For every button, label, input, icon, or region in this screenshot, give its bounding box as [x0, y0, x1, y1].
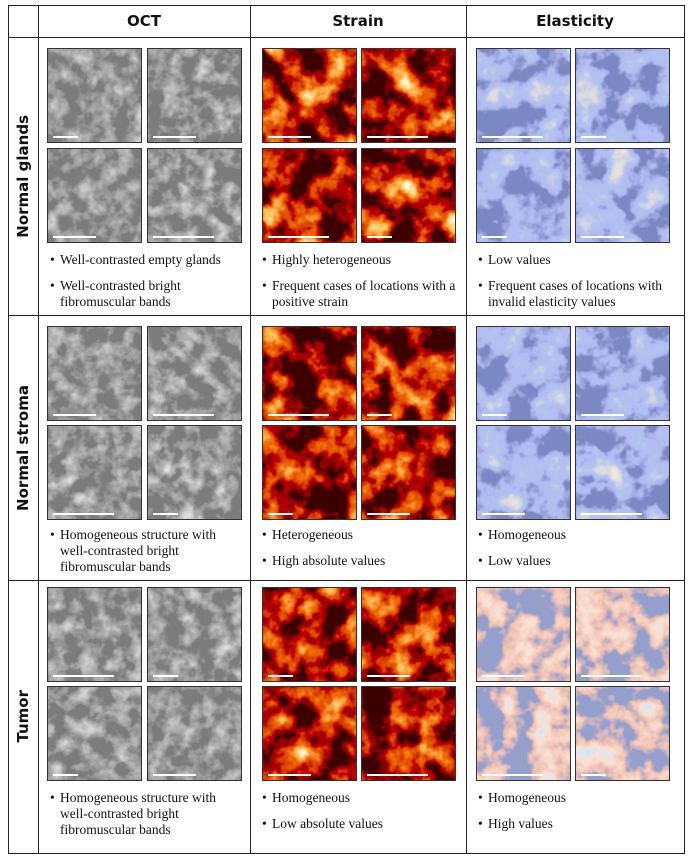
bullet-item: Homogeneous structure with well-contrast…	[50, 527, 240, 575]
bullet-list: Heterogeneous High absolute values	[262, 527, 456, 579]
row-label: Normal glands	[8, 37, 38, 315]
bullet-list: Homogeneous structure with well-contrast…	[50, 790, 240, 848]
table-border	[466, 5, 467, 854]
elasticity-map	[476, 148, 571, 243]
bullet-item: Frequent cases of locations with a posit…	[262, 278, 456, 310]
row-label: Normal stroma	[8, 315, 38, 580]
bullet-item: High values	[478, 816, 674, 832]
row-label-text: Normal glands	[14, 114, 32, 238]
elasticity-map	[575, 686, 670, 781]
strain-map	[262, 48, 357, 143]
oct-image	[47, 686, 142, 781]
bullet-list: Well-contrasted empty glands Well-contras…	[50, 252, 240, 320]
bullet-list: Homogeneous Low values	[478, 527, 674, 579]
oct-image	[47, 425, 142, 520]
strain-map	[361, 48, 456, 143]
table-border	[8, 5, 685, 6]
column-header: Elasticity	[536, 12, 614, 30]
elasticity-map	[575, 587, 670, 682]
row-label-text: Tumor	[14, 690, 32, 743]
bullet-item: Homogeneous	[478, 790, 674, 806]
oct-image	[47, 148, 142, 243]
column-header: OCT	[127, 12, 161, 30]
elasticity-map	[476, 425, 571, 520]
strain-map	[361, 425, 456, 520]
bullet-item: Low absolute values	[262, 816, 456, 832]
strain-map	[361, 686, 456, 781]
oct-image	[147, 587, 242, 682]
elasticity-map	[575, 148, 670, 243]
elasticity-map	[575, 326, 670, 421]
table-border	[8, 37, 685, 38]
strain-map	[361, 148, 456, 243]
table-border	[250, 5, 251, 854]
oct-image	[47, 48, 142, 143]
table-border	[38, 5, 39, 854]
oct-image	[147, 425, 242, 520]
strain-map	[262, 587, 357, 682]
bullet-item: Frequent cases of locations with invalid…	[478, 278, 674, 310]
bullet-item: Well-contrasted bright fibromuscular ban…	[50, 278, 240, 310]
elasticity-map	[476, 48, 571, 143]
oct-image	[147, 686, 242, 781]
strain-map	[361, 587, 456, 682]
table-border	[684, 5, 685, 854]
oct-image	[47, 326, 142, 421]
elasticity-map	[575, 425, 670, 520]
elasticity-map	[476, 587, 571, 682]
oct-image	[47, 587, 142, 682]
bullet-list: Low values Frequent cases of locations wi…	[478, 252, 674, 320]
oct-image	[147, 326, 242, 421]
oct-image	[147, 148, 242, 243]
strain-map	[262, 148, 357, 243]
strain-map	[262, 425, 357, 520]
bullet-list: Homogeneous Low absolute values	[262, 790, 456, 842]
bullet-item: Well-contrasted empty glands	[50, 252, 240, 268]
bullet-item: Highly heterogeneous	[262, 252, 456, 268]
bullet-item: High absolute values	[262, 553, 456, 569]
bullet-item: Heterogeneous	[262, 527, 456, 543]
elasticity-map	[476, 326, 571, 421]
elasticity-map	[575, 48, 670, 143]
column-header: Strain	[332, 12, 384, 30]
table-border	[8, 5, 9, 854]
strain-map	[262, 686, 357, 781]
strain-map	[262, 326, 357, 421]
bullet-list: Highly heterogeneous Frequent cases of lo…	[262, 252, 456, 320]
bullet-item: Low values	[478, 252, 674, 268]
elasticity-map	[476, 686, 571, 781]
oct-image	[147, 48, 242, 143]
bullet-list: Homogeneous High values	[478, 790, 674, 842]
bullet-list: Homogeneous structure with well-contrast…	[50, 527, 240, 585]
bullet-item: Low values	[478, 553, 674, 569]
bullet-item: Homogeneous structure with well-contrast…	[50, 790, 240, 838]
bullet-item: Homogeneous	[478, 527, 674, 543]
table-border	[8, 315, 685, 316]
table-border	[8, 580, 685, 581]
row-label: Tumor	[8, 580, 38, 853]
strain-map	[361, 326, 456, 421]
bullet-item: Homogeneous	[262, 790, 456, 806]
row-label-text: Normal stroma	[14, 384, 32, 511]
table-border	[8, 853, 685, 854]
